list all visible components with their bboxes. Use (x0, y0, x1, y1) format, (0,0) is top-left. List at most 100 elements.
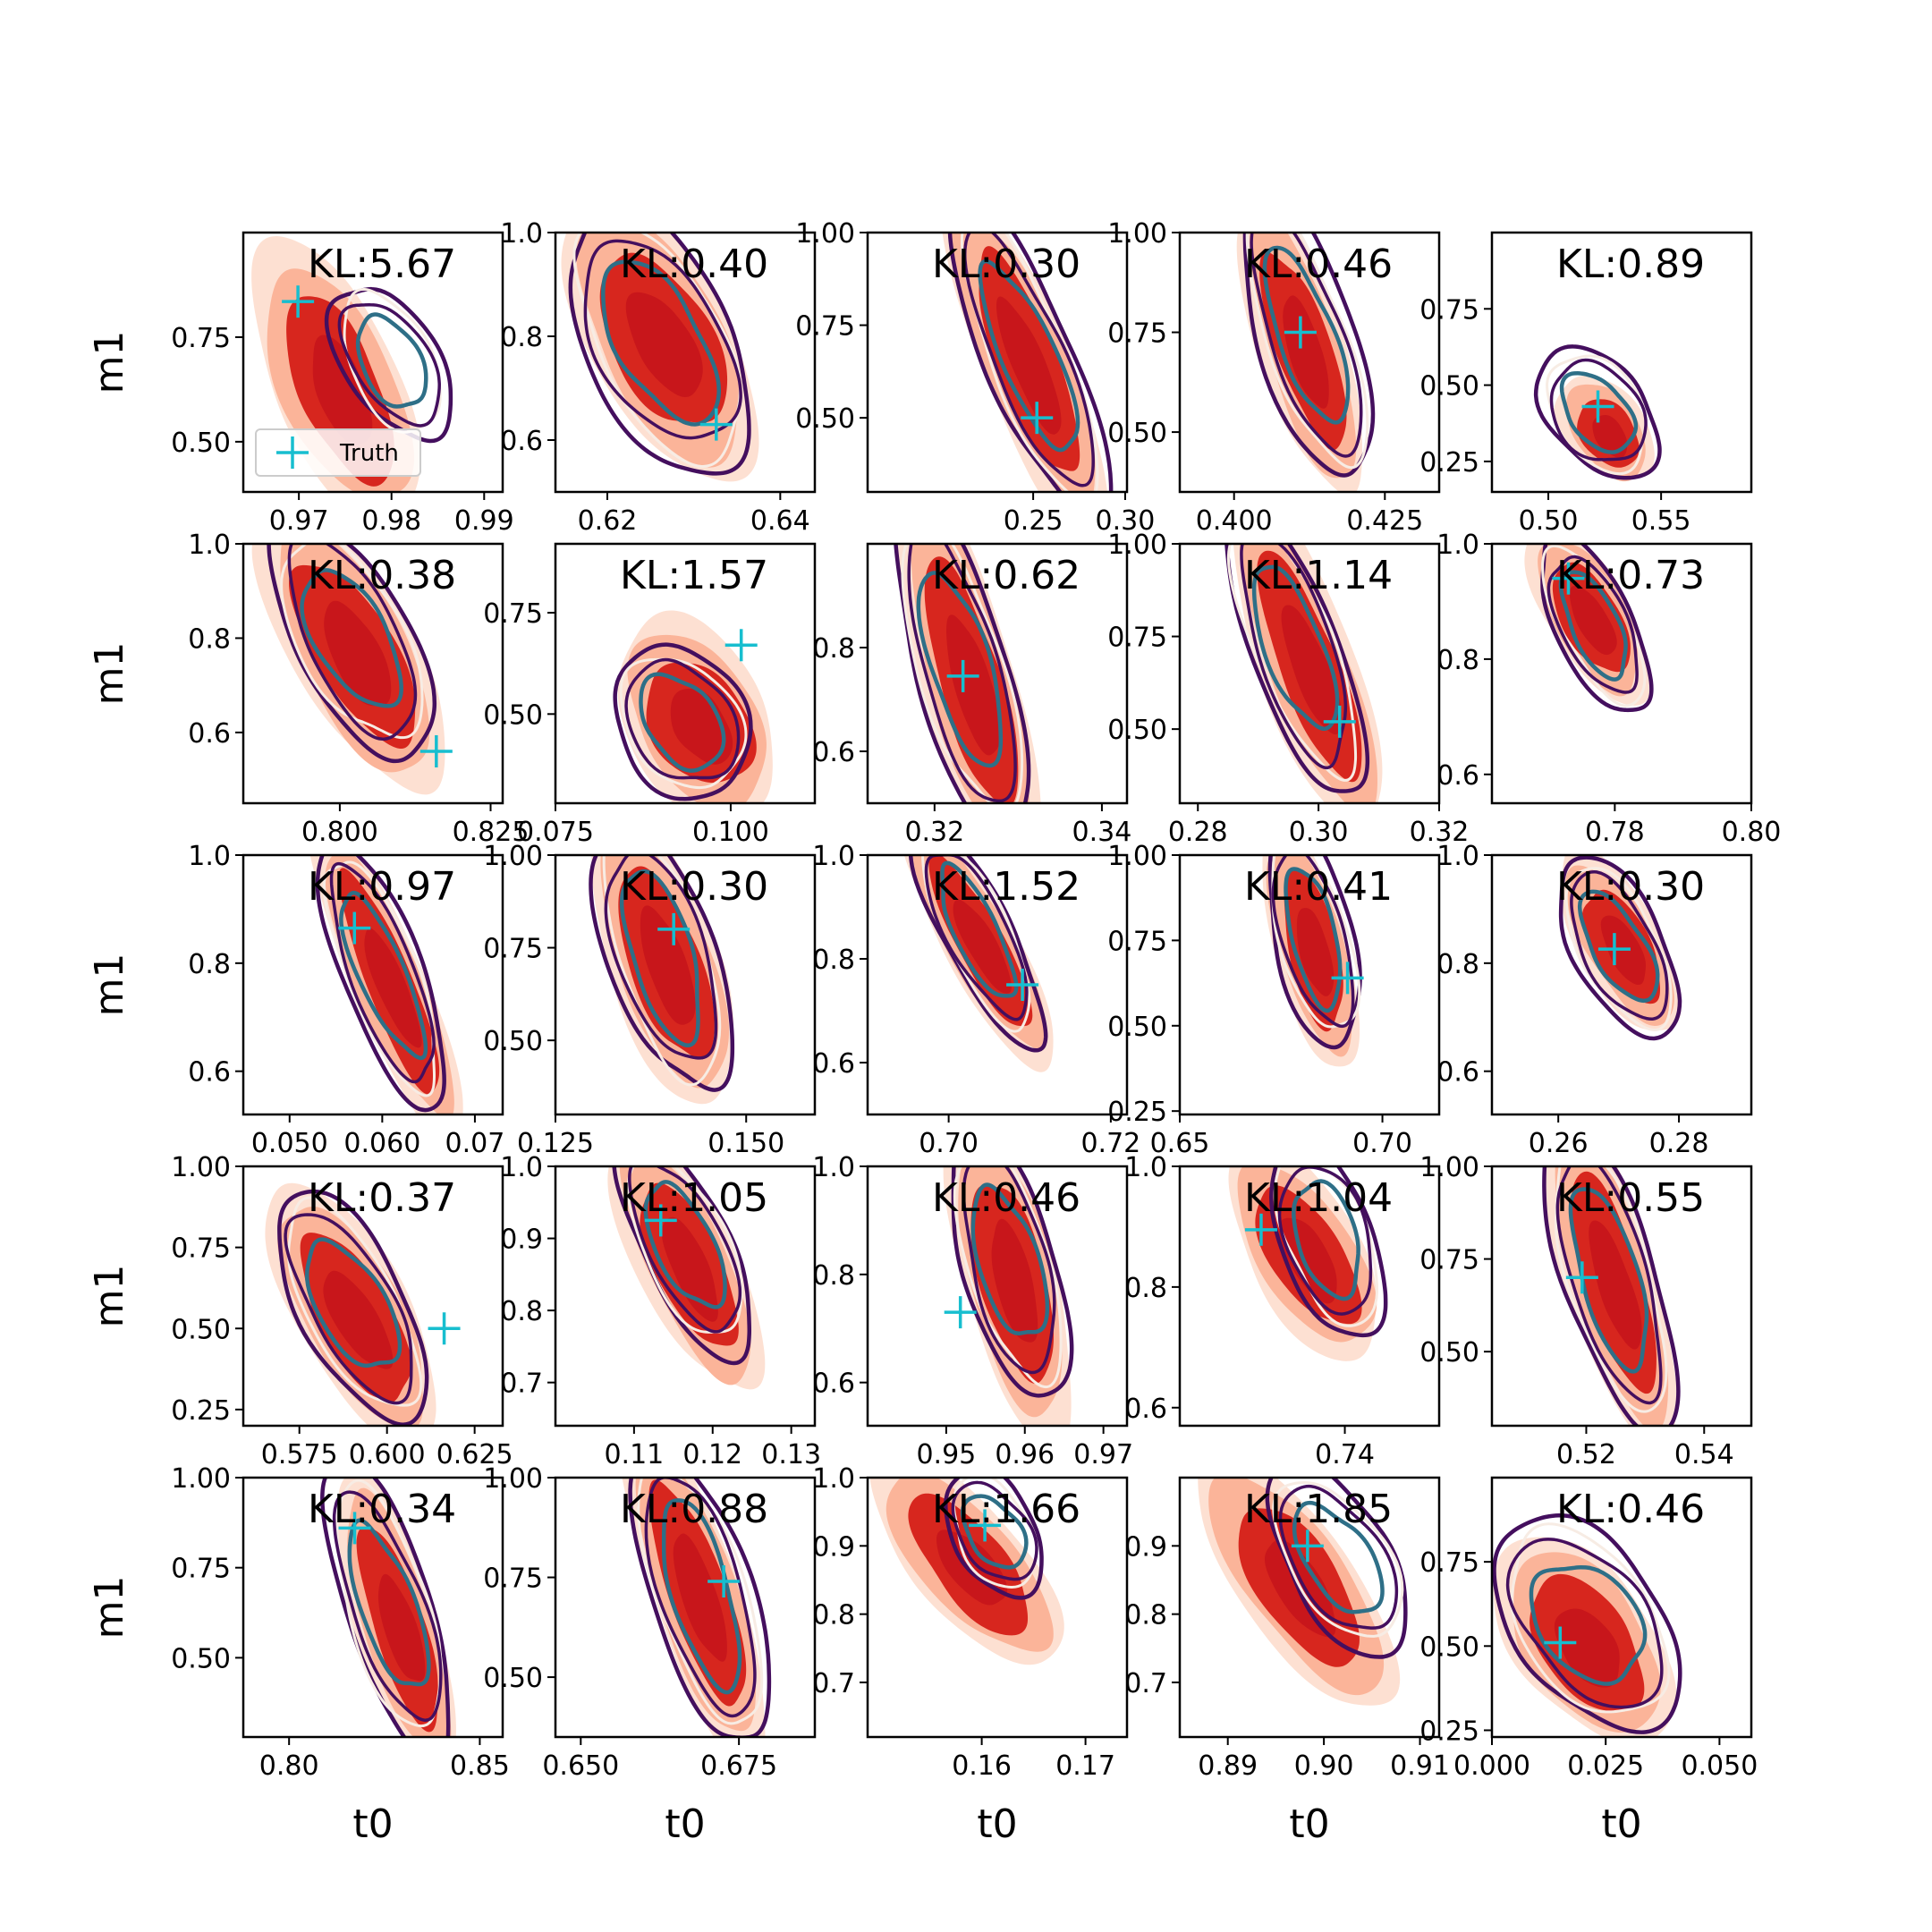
contour-mid-dark (907, 544, 1017, 803)
truth-marker (1006, 969, 1039, 1001)
y-tick-label: 0.75 (171, 323, 231, 354)
panel-plot-area (1533, 344, 1662, 482)
contour-inner (619, 869, 700, 1048)
y-tick-label: 0.50 (483, 699, 543, 731)
y-tick-label: 0.50 (795, 403, 855, 435)
y-tick-label: 1.00 (1107, 218, 1167, 250)
panel-6: KL:0.38 0.800 0.825 1.0 0.8 0.6 m1 (87, 530, 530, 848)
y-tick-label: 0.9 (1124, 1531, 1167, 1563)
panel-frame (554, 853, 817, 1116)
legend-label: Truth (339, 440, 399, 467)
panel-24: KL:1.85 0.89 0.90 0.91 0.9 0.8 0.7 t0 (1124, 1476, 1450, 1847)
density-fill-core (1296, 908, 1335, 996)
panel-22: KL:0.88 0.650 0.675 1.00 0.75 0.50 t0 (483, 1463, 817, 1847)
y-axis-label: m1 (87, 1576, 132, 1640)
x-tick-label: 0.85 (450, 1750, 510, 1782)
x-tick-label: 0.96 (995, 1439, 1055, 1470)
y-tick-label: 1.0 (812, 1152, 855, 1183)
y-tick-label: 1.0 (812, 841, 855, 872)
y-tick-label: 0.50 (1419, 1631, 1479, 1663)
panel-7: KL:1.57 0.075 0.100 0.75 0.50 (483, 542, 817, 848)
x-tick-label: 0.000 (1453, 1750, 1530, 1782)
panel-frame (1490, 1476, 1753, 1739)
contour-inner (916, 571, 1004, 768)
y-tick-label: 0.7 (812, 1668, 855, 1699)
panel-12: KL:0.30 0.125 0.150 1.00 0.75 0.50 (483, 841, 817, 1159)
x-tick-label: 0.32 (1410, 817, 1470, 848)
kl-divergence-label: KL:0.89 (1556, 242, 1705, 287)
kl-divergence-label: KL:1.14 (1244, 553, 1393, 598)
y-tick-label: 1.00 (1107, 530, 1167, 561)
panel-9: KL:1.14 0.28 0.30 0.32 1.00 0.75 0.50 (1107, 530, 1470, 848)
contour-mid-light (572, 233, 741, 468)
x-tick-label: 0.650 (542, 1750, 619, 1782)
y-tick-label: 0.50 (1107, 418, 1167, 449)
y-tick-label: 0.8 (1124, 1273, 1167, 1304)
kl-divergence-label: KL:0.34 (308, 1487, 456, 1532)
contour-inner (1568, 1187, 1649, 1374)
x-tick-label: 0.825 (453, 817, 530, 848)
panel-plot-area (251, 544, 453, 795)
truth-marker (644, 1204, 677, 1237)
kl-divergence-label: KL:0.40 (620, 242, 768, 287)
x-tick-label: 0.28 (1649, 1128, 1709, 1159)
contour-mid-dark (962, 233, 1095, 487)
contour-mid-dark (287, 544, 418, 741)
contour-inner (304, 1237, 402, 1368)
x-tick-label: 0.80 (1722, 817, 1782, 848)
panel-plot-area (942, 233, 1114, 492)
contour-inner (1558, 570, 1628, 682)
x-tick-label: 0.95 (916, 1439, 976, 1470)
panel-5: KL:0.89 0.50 0.55 0.75 0.50 0.25 (1419, 231, 1753, 537)
y-tick-label: 0.8 (1436, 949, 1479, 980)
x-tick-label: 0.78 (1585, 817, 1645, 848)
contour-outer (320, 1478, 451, 1737)
y-tick-label: 0.75 (483, 1563, 543, 1595)
y-tick-label: 0.6 (188, 718, 231, 750)
x-axis-label: t0 (1601, 1801, 1641, 1847)
panel-frame (1178, 542, 1441, 805)
panel-8: KL:0.62 0.32 0.34 0.8 0.6 (812, 542, 1132, 848)
y-tick-label: 0.75 (1419, 1547, 1479, 1579)
truth-marker (708, 1565, 741, 1597)
y-tick-label: 1.00 (795, 218, 855, 250)
y-tick-label: 0.50 (171, 1643, 231, 1674)
contour-mid-light (280, 544, 424, 740)
x-tick-label: 0.64 (750, 505, 810, 537)
contour-outer (1224, 544, 1370, 793)
truth-marker (428, 1312, 461, 1345)
contour-mid-dark (1240, 544, 1348, 770)
x-tick-label: 0.13 (761, 1439, 821, 1470)
kl-divergence-label: KL:1.57 (620, 553, 768, 598)
kl-divergence-label: KL:0.30 (1556, 864, 1705, 910)
contour-mid-dark (1278, 1484, 1399, 1630)
truth-marker (338, 1512, 371, 1545)
y-tick-label: 0.75 (171, 1233, 231, 1265)
x-tick-label: 0.425 (1346, 505, 1423, 537)
contour-inner (960, 1494, 1029, 1570)
y-tick-label: 0.50 (1419, 371, 1479, 402)
x-axis-label: t0 (665, 1801, 705, 1847)
x-tick-label: 0.70 (919, 1128, 979, 1159)
contour-inner (978, 258, 1080, 453)
contour-mid-dark (924, 855, 1029, 1021)
x-tick-label: 0.16 (952, 1750, 1012, 1782)
x-tick-label: 0.34 (1072, 817, 1132, 848)
kl-divergence-label: KL:0.46 (1244, 242, 1393, 287)
panel-15: KL:0.30 0.26 0.28 1.0 0.8 0.6 (1436, 841, 1753, 1159)
kl-divergence-label: KL:1.85 (1244, 1487, 1393, 1532)
contour-mid-dark (337, 303, 441, 428)
panel-25: KL:0.46 0.000 0.025 0.050 0.75 0.50 0.25 t0 (1419, 1476, 1758, 1847)
panel-14: KL:0.41 0.65 0.70 1.00 0.75 0.50 0.25 (1107, 841, 1441, 1159)
y-tick-label: 0.7 (500, 1368, 543, 1400)
x-tick-label: 0.52 (1556, 1439, 1616, 1470)
panel-frame (866, 231, 1129, 494)
x-tick-label: 0.98 (361, 505, 421, 537)
x-tick-label: 0.74 (1315, 1439, 1375, 1470)
density-fill-core (1569, 585, 1617, 656)
contour-mid-dark (951, 1480, 1038, 1581)
contour-inner (339, 890, 428, 1061)
truth-marker (1552, 562, 1585, 595)
x-tick-label: 0.30 (1096, 505, 1156, 537)
